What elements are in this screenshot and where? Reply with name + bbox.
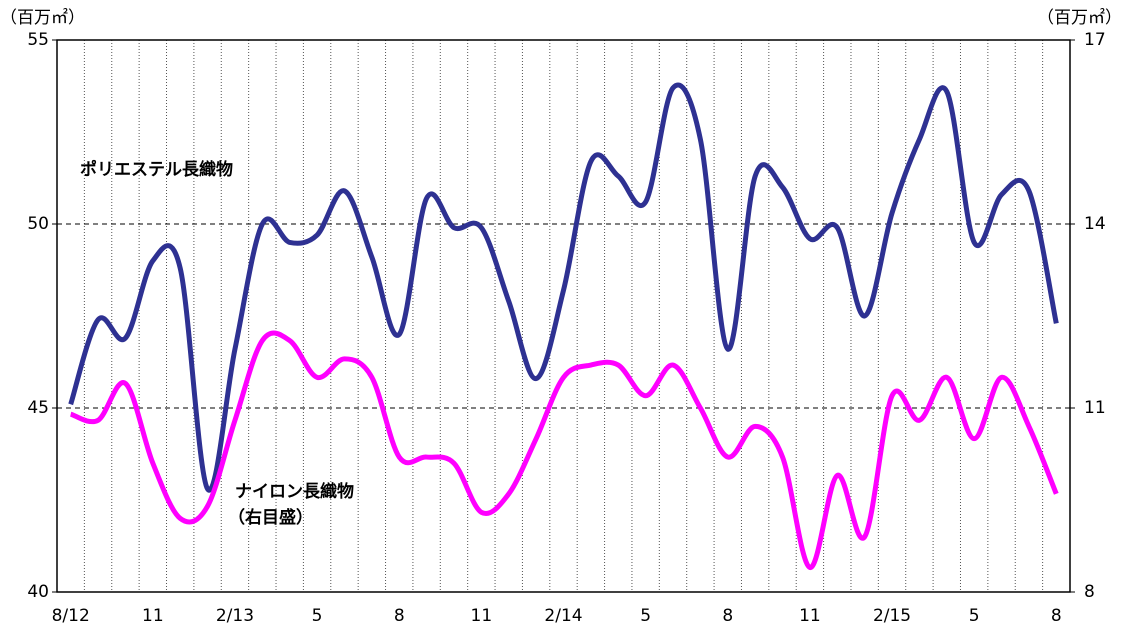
x-tick-label: 8/12 <box>52 606 90 626</box>
x-tick-label: 8 <box>722 606 733 626</box>
x-tick-label: 2/13 <box>216 606 254 626</box>
y2-unit: （百万㎡） <box>1037 8 1122 28</box>
x-tick-label: 5 <box>640 606 651 626</box>
y-tick-label: 45 <box>27 398 49 418</box>
x-tick-label: 2/15 <box>873 606 911 626</box>
annotation: （右目盛） <box>228 507 313 528</box>
plot-frame <box>56 39 1071 593</box>
y2-tick-label: 17 <box>1084 30 1106 50</box>
y-tick-label: 55 <box>27 30 49 50</box>
y-unit: （百万㎡） <box>0 8 85 28</box>
x-tick-label: 2/14 <box>544 606 582 626</box>
x-tick-label: 11 <box>471 606 493 626</box>
y2-tick-label: 11 <box>1084 398 1106 418</box>
series-line <box>69 330 1059 570</box>
y2-tick-label: 14 <box>1084 214 1106 234</box>
x-tick-label: 11 <box>799 606 821 626</box>
y-tick-label: 40 <box>27 582 49 602</box>
series-label: ナイロン長織物 <box>235 481 354 502</box>
y2-tick-label: 8 <box>1084 582 1095 602</box>
x-tick-label: 8 <box>1051 606 1062 626</box>
y-tick-label: 50 <box>27 214 49 234</box>
x-tick-label: 8 <box>394 606 405 626</box>
series-line <box>68 82 1059 493</box>
x-tick-label: 11 <box>142 606 164 626</box>
x-tick-label: 5 <box>969 606 980 626</box>
x-tick-label: 5 <box>312 606 323 626</box>
series-label: ポリエステル長織物 <box>80 159 233 180</box>
